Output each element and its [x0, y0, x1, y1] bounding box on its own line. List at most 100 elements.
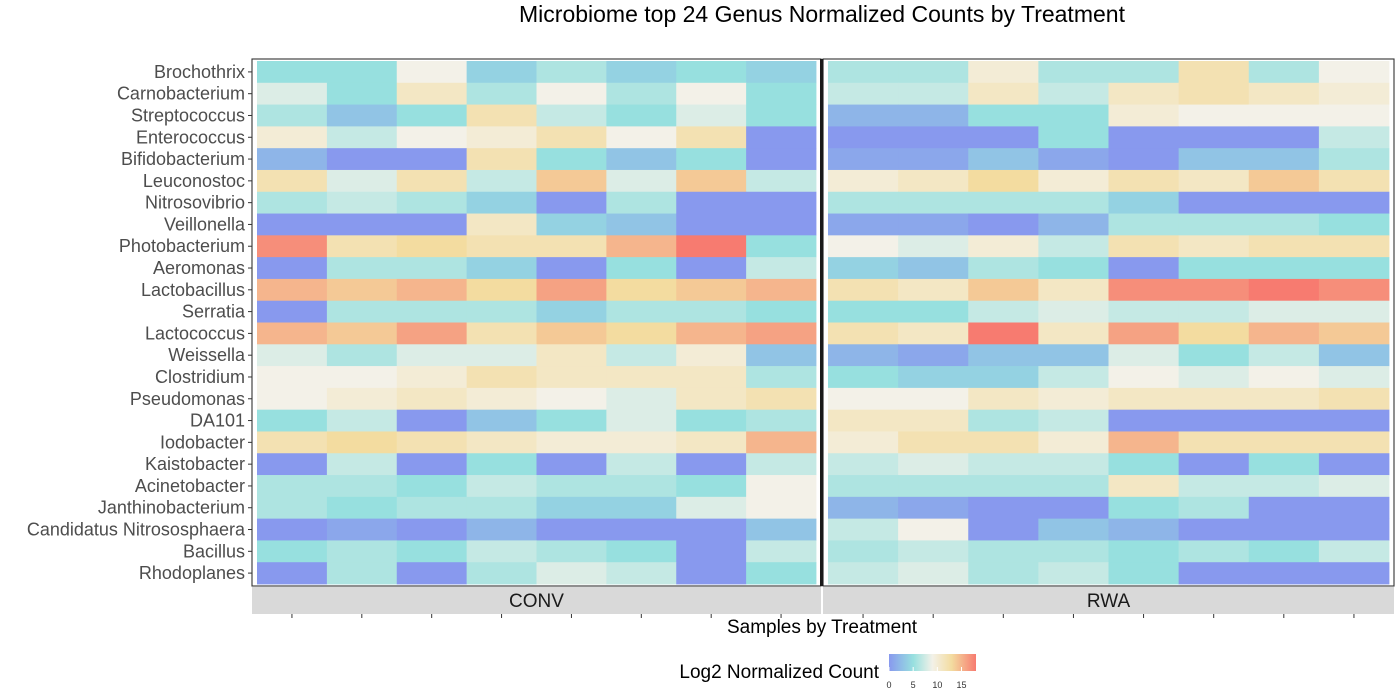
heatmap-cell: [606, 518, 677, 541]
heatmap-cell: [828, 387, 899, 411]
heatmap-cell: [1318, 235, 1390, 258]
heatmap-cell: [257, 387, 328, 411]
heatmap-cell: [257, 540, 328, 563]
heatmap-cell: [898, 213, 969, 236]
heatmap-cell: [466, 148, 537, 171]
heatmap-cell: [828, 540, 899, 563]
heatmap-cell: [536, 496, 607, 520]
heatmap-cell: [257, 409, 328, 432]
heatmap-cell: [898, 191, 969, 214]
heatmap-cell: [536, 453, 607, 476]
heatmap-cell: [746, 344, 817, 367]
heatmap-cell: [898, 475, 969, 498]
heatmap-cell: [466, 61, 537, 84]
heatmap-cell: [968, 82, 1039, 105]
heatmap-cell: [968, 540, 1039, 563]
heatmap-cell: [1318, 213, 1390, 236]
y-axis-label: Serratia: [182, 302, 246, 322]
heatmap-cell: [1108, 409, 1180, 432]
heatmap-cell: [1318, 540, 1390, 563]
heatmap-cell: [466, 453, 537, 476]
heatmap-cell: [466, 191, 537, 214]
heatmap-cell: [396, 148, 468, 171]
heatmap-cell: [676, 300, 747, 323]
heatmap-cell: [606, 540, 677, 563]
heatmap-cell: [1038, 431, 1109, 454]
heatmap-cell: [1248, 540, 1320, 563]
heatmap-cell: [1178, 562, 1250, 585]
heatmap-cell: [257, 191, 328, 214]
heatmap-cell: [1248, 431, 1320, 454]
heatmap-cell: [326, 518, 398, 541]
legend-tick-label: 0: [886, 680, 891, 690]
heatmap-cell: [828, 431, 899, 454]
heatmap-cell: [1318, 453, 1390, 476]
heatmap-cell: [396, 257, 468, 280]
heatmap-cell: [466, 213, 537, 236]
heatmap-cell: [396, 191, 468, 214]
heatmap-cell: [536, 431, 607, 454]
y-axis-label: Carnobacterium: [117, 84, 245, 104]
heatmap-cell: [1248, 61, 1320, 84]
heatmap-cell: [828, 148, 899, 171]
heatmap-cell: [466, 344, 537, 367]
heatmap-cell: [396, 562, 468, 585]
y-axis-label: Janthinobacterium: [98, 498, 245, 518]
heatmap-cell: [1038, 104, 1109, 127]
heatmap-cell: [898, 409, 969, 432]
heatmap-cell: [746, 409, 817, 432]
facet-strip-background: [823, 587, 1394, 614]
heatmap-cell: [1108, 453, 1180, 476]
heatmap-cell: [606, 104, 677, 127]
heatmap-cell: [746, 257, 817, 280]
heatmap-cell: [606, 126, 677, 149]
heatmap-cell: [1108, 191, 1180, 214]
heatmap-cell: [257, 431, 328, 454]
heatmap-cell: [606, 235, 677, 258]
heatmap-cell: [257, 235, 328, 258]
y-axis-label: Acinetobacter: [135, 476, 245, 496]
y-axis-labels: BrochothrixCarnobacteriumStreptococcusEn…: [27, 62, 252, 583]
heatmap-cell: [676, 278, 747, 302]
heatmap-cell: [746, 496, 817, 520]
heatmap-cell: [1248, 322, 1320, 345]
heatmap-cell: [257, 518, 328, 541]
y-axis-label: Photobacterium: [119, 236, 245, 256]
heatmap-cell: [1318, 82, 1390, 105]
heatmap-cell: [326, 409, 398, 432]
heatmap-cell: [1038, 366, 1109, 389]
heatmap-cell: [1038, 475, 1109, 498]
heatmap-cell: [1178, 387, 1250, 411]
heatmap-cell: [536, 61, 607, 84]
heatmap-cell: [536, 387, 607, 411]
heatmap-cell: [898, 431, 969, 454]
heatmap-cell: [746, 366, 817, 389]
heatmap-cell: [1038, 148, 1109, 171]
heatmap-cell: [746, 300, 817, 323]
heatmap-cell: [257, 104, 328, 127]
heatmap-cell: [466, 169, 537, 193]
heatmap-cell: [676, 387, 747, 411]
heatmap-cell: [536, 475, 607, 498]
heatmap-cell: [1108, 104, 1180, 127]
heatmap-cell: [1318, 148, 1390, 171]
y-axis-label: Bifidobacterium: [121, 149, 245, 169]
heatmap-cell: [536, 104, 607, 127]
heatmap-cell: [1038, 82, 1109, 105]
heatmap-cell: [1248, 409, 1320, 432]
heatmap-cell: [1108, 257, 1180, 280]
heatmap-cell: [326, 278, 398, 302]
heatmap-cell: [326, 169, 398, 193]
heatmap-cell: [326, 191, 398, 214]
heatmap-cell: [1108, 169, 1180, 193]
heatmap-cell: [257, 300, 328, 323]
heatmap-cell: [1178, 409, 1250, 432]
heatmap-cell: [1248, 496, 1320, 520]
heatmap-cell: [898, 169, 969, 193]
heatmap-cell: [396, 300, 468, 323]
heatmap-cell: [606, 191, 677, 214]
heatmap-cell: [396, 409, 468, 432]
heatmap-cell: [968, 409, 1039, 432]
heatmap-cell: [1038, 278, 1109, 302]
heatmap-cell: [326, 148, 398, 171]
